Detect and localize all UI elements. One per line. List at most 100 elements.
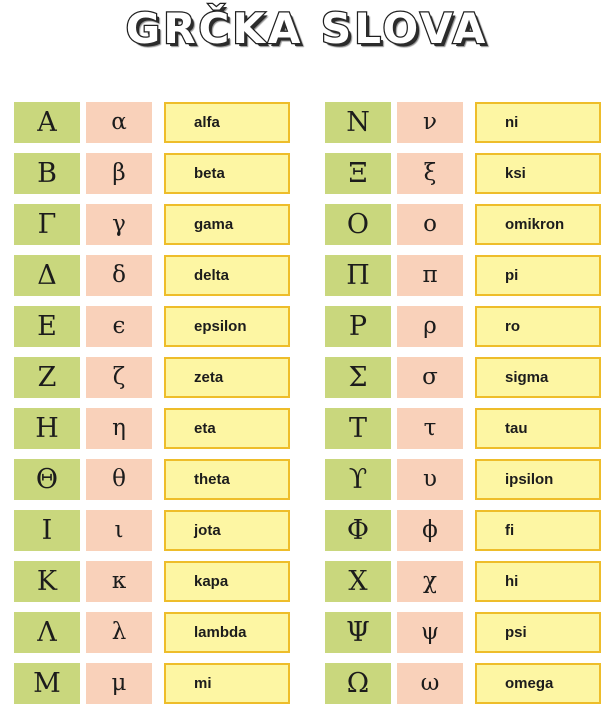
letter-row-omega: Ω ω omega (325, 663, 601, 704)
letter-row-ksi: Ξ ξ ksi (325, 153, 601, 194)
uppercase-cell: Ξ (325, 153, 391, 194)
letter-name-cell: ro (475, 306, 601, 347)
lowercase-cell: ϵ (86, 306, 152, 347)
letter-row-hi: X χ hi (325, 561, 601, 602)
letter-name-cell: beta (164, 153, 290, 194)
letter-name-cell: hi (475, 561, 601, 602)
uppercase-cell: T (325, 408, 391, 449)
letter-row-omikron: O o omikron (325, 204, 601, 245)
letter-name-cell: jota (164, 510, 290, 551)
uppercase-cell: P (325, 306, 391, 347)
letter-row-pi: Π π pi (325, 255, 601, 296)
letter-row-epsilon: E ϵ epsilon (14, 306, 290, 347)
uppercase-cell: Θ (14, 459, 80, 500)
lowercase-cell: ν (397, 102, 463, 143)
letter-row-zeta: Z ζ zeta (14, 357, 290, 398)
letters-table: A α alfa B β beta Γ γ gama Δ δ delta E ϵ (14, 102, 601, 714)
letter-row-lambda: Λ λ lambda (14, 612, 290, 653)
lowercase-cell: ψ (397, 612, 463, 653)
lowercase-cell: β (86, 153, 152, 194)
uppercase-cell: Z (14, 357, 80, 398)
letter-name-cell: zeta (164, 357, 290, 398)
lowercase-cell: υ (397, 459, 463, 500)
letter-row-delta: Δ δ delta (14, 255, 290, 296)
letter-name-cell: omega (475, 663, 601, 704)
uppercase-cell: Ψ (325, 612, 391, 653)
lowercase-cell: θ (86, 459, 152, 500)
uppercase-cell: Ω (325, 663, 391, 704)
letter-row-eta: H η eta (14, 408, 290, 449)
lowercase-cell: ω (397, 663, 463, 704)
letter-row-tau: T τ tau (325, 408, 601, 449)
letter-row-ipsilon: ϒ υ ipsilon (325, 459, 601, 500)
lowercase-cell: η (86, 408, 152, 449)
letter-row-sigma: Σ σ sigma (325, 357, 601, 398)
letter-name-cell: omikron (475, 204, 601, 245)
lowercase-cell: κ (86, 561, 152, 602)
uppercase-cell: B (14, 153, 80, 194)
page-title: GRČKA SLOVA (124, 3, 489, 55)
letter-name-cell: gama (164, 204, 290, 245)
letters-column-right: N ν ni Ξ ξ ksi O o omikron Π π pi P ρ (325, 102, 601, 714)
lowercase-cell: ζ (86, 357, 152, 398)
letter-name-cell: pi (475, 255, 601, 296)
letter-row-mi: M μ mi (14, 663, 290, 704)
uppercase-cell: Λ (14, 612, 80, 653)
letter-row-ni: N ν ni (325, 102, 601, 143)
letter-name-cell: theta (164, 459, 290, 500)
uppercase-cell: O (325, 204, 391, 245)
letter-name-cell: sigma (475, 357, 601, 398)
letter-name-cell: psi (475, 612, 601, 653)
uppercase-cell: E (14, 306, 80, 347)
letter-name-cell: ipsilon (475, 459, 601, 500)
letter-name-cell: eta (164, 408, 290, 449)
lowercase-cell: δ (86, 255, 152, 296)
letter-row-alfa: A α alfa (14, 102, 290, 143)
letter-name-cell: kapa (164, 561, 290, 602)
lowercase-cell: o (397, 204, 463, 245)
lowercase-cell: γ (86, 204, 152, 245)
letter-row-fi: Φ ϕ fi (325, 510, 601, 551)
uppercase-cell: I (14, 510, 80, 551)
letter-row-psi: Ψ ψ psi (325, 612, 601, 653)
uppercase-cell: Π (325, 255, 391, 296)
uppercase-cell: X (325, 561, 391, 602)
letter-row-jota: I ι jota (14, 510, 290, 551)
letters-column-left: A α alfa B β beta Γ γ gama Δ δ delta E ϵ (14, 102, 290, 714)
letter-row-ro: P ρ ro (325, 306, 601, 347)
letter-row-kapa: K κ kapa (14, 561, 290, 602)
lowercase-cell: ι (86, 510, 152, 551)
uppercase-cell: N (325, 102, 391, 143)
lowercase-cell: μ (86, 663, 152, 704)
uppercase-cell: Γ (14, 204, 80, 245)
letter-name-cell: ni (475, 102, 601, 143)
uppercase-cell: Δ (14, 255, 80, 296)
lowercase-cell: α (86, 102, 152, 143)
letter-row-beta: B β beta (14, 153, 290, 194)
lowercase-cell: ρ (397, 306, 463, 347)
letter-name-cell: ksi (475, 153, 601, 194)
uppercase-cell: K (14, 561, 80, 602)
uppercase-cell: A (14, 102, 80, 143)
uppercase-cell: ϒ (325, 459, 391, 500)
letter-name-cell: mi (164, 663, 290, 704)
uppercase-cell: Φ (325, 510, 391, 551)
lowercase-cell: σ (397, 357, 463, 398)
letter-row-gama: Γ γ gama (14, 204, 290, 245)
lowercase-cell: τ (397, 408, 463, 449)
letter-name-cell: lambda (164, 612, 290, 653)
letter-row-theta: Θ θ theta (14, 459, 290, 500)
letter-name-cell: delta (164, 255, 290, 296)
uppercase-cell: H (14, 408, 80, 449)
lowercase-cell: χ (397, 561, 463, 602)
lowercase-cell: ϕ (397, 510, 463, 551)
letter-name-cell: alfa (164, 102, 290, 143)
uppercase-cell: M (14, 663, 80, 704)
lowercase-cell: ξ (397, 153, 463, 194)
uppercase-cell: Σ (325, 357, 391, 398)
lowercase-cell: λ (86, 612, 152, 653)
lowercase-cell: π (397, 255, 463, 296)
letter-name-cell: epsilon (164, 306, 290, 347)
letter-name-cell: fi (475, 510, 601, 551)
